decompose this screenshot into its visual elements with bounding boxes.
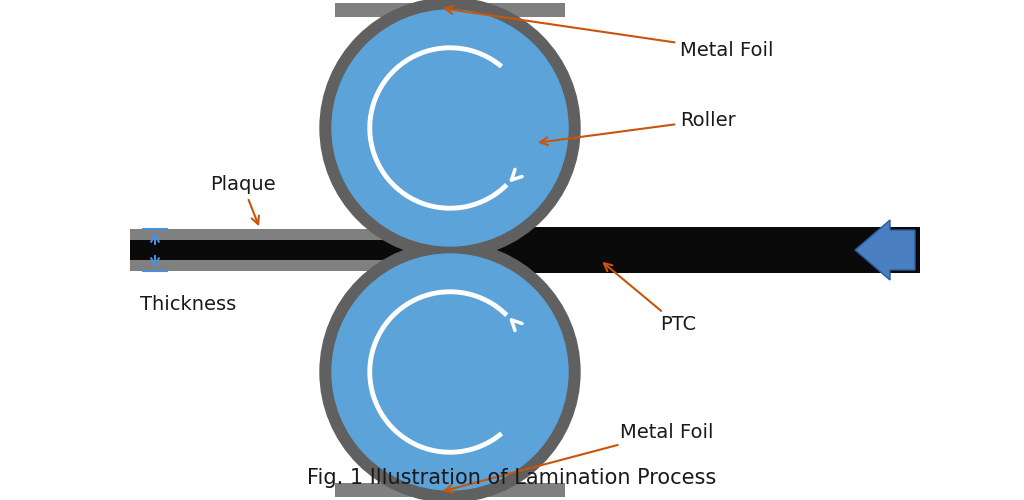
Bar <box>335 3 565 17</box>
Bar <box>130 240 465 260</box>
Bar <box>335 483 565 497</box>
Text: Metal Foil: Metal Foil <box>445 6 773 60</box>
Circle shape <box>319 242 580 500</box>
Circle shape <box>319 0 580 258</box>
Text: Plaque: Plaque <box>210 176 275 224</box>
Text: Roller: Roller <box>540 110 736 145</box>
Bar <box>130 260 465 271</box>
Text: Thickness: Thickness <box>140 296 237 314</box>
Circle shape <box>332 254 568 490</box>
Bar <box>440 227 920 273</box>
FancyArrow shape <box>855 220 915 280</box>
Text: Metal Foil: Metal Foil <box>445 422 714 492</box>
Text: PTC: PTC <box>604 264 696 334</box>
Text: Fig. 1 Illustration of Lamination Process: Fig. 1 Illustration of Lamination Proces… <box>307 468 717 488</box>
Circle shape <box>332 10 568 246</box>
Bar <box>130 229 465 240</box>
